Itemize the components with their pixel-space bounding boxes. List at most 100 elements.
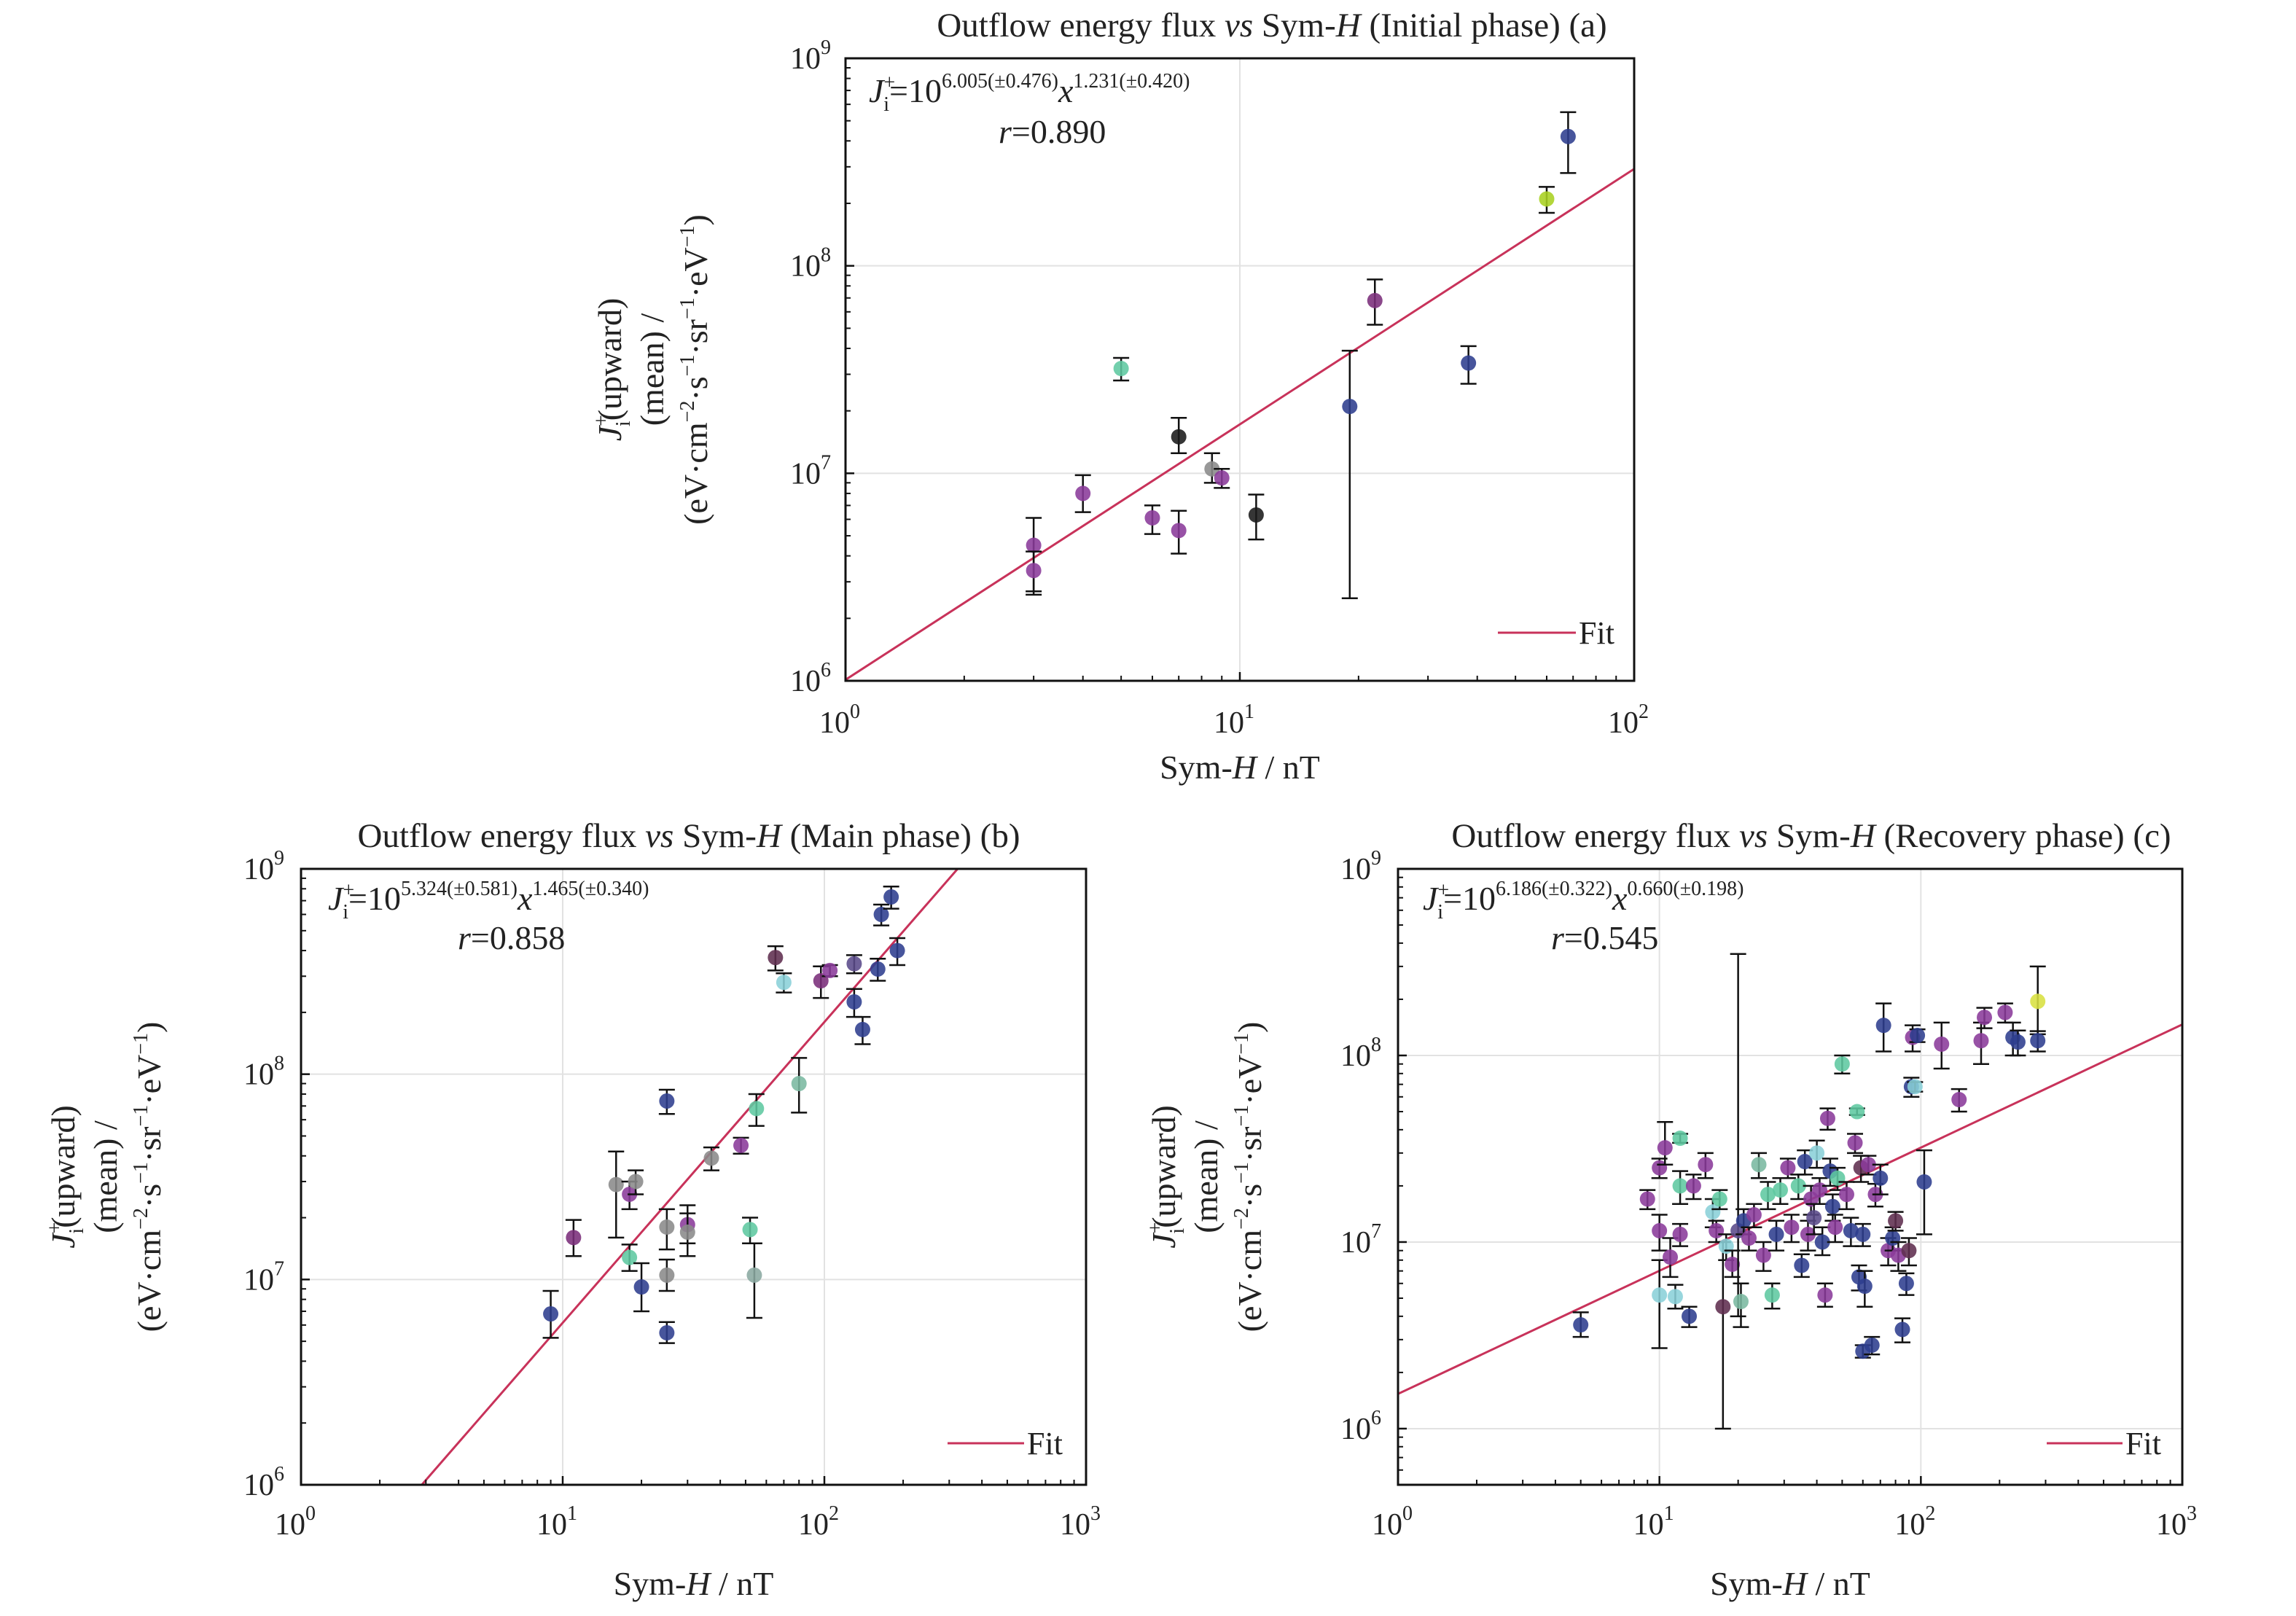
y-tick-label: 106 [243, 1463, 284, 1502]
data-point [1827, 1214, 1843, 1244]
data-point [658, 1208, 675, 1251]
data-marker [1780, 1160, 1796, 1176]
data-point [1875, 1002, 1892, 1053]
data-point [1746, 1203, 1762, 1228]
data-marker [1709, 1222, 1725, 1238]
data-marker [1672, 1131, 1688, 1147]
data-marker [1705, 1204, 1721, 1220]
data-point [1760, 1181, 1776, 1211]
chart-panel-a: 100 101 102 106 107 108 109 Outflow energy flux… [590, 7, 1649, 786]
data-marker [1248, 507, 1264, 523]
data-marker [822, 962, 838, 978]
data-marker [1751, 1157, 1767, 1173]
data-marker [1838, 1187, 1854, 1203]
data-marker [1026, 563, 1042, 579]
y-axis-label-line1: J+i(upward) [1144, 1105, 1189, 1249]
y-axis-label-line3: (eV·cm−2·s−1·sr−1·eV−1) [676, 214, 714, 525]
data-marker [1367, 292, 1383, 308]
data-point [1074, 474, 1091, 513]
data-point [1887, 1211, 1904, 1232]
data-point [1779, 1158, 1796, 1179]
data-point [1203, 452, 1220, 484]
data-marker [1806, 1210, 1822, 1226]
x-tick-label: 103 [2156, 1502, 2197, 1542]
data-marker [659, 1219, 675, 1235]
data-point [767, 945, 784, 972]
data-point [821, 962, 838, 978]
data-marker [873, 906, 889, 922]
data-point [746, 1242, 762, 1319]
data-point [1900, 1237, 1917, 1267]
x-tick-label: 101 [536, 1502, 577, 1542]
data-point [1808, 1139, 1825, 1169]
y-axis-label-line3: (eV·cm−2·s−1·sr−1·eV−1) [130, 1022, 168, 1332]
fit-equation: J+ i=105.324(±0.581)x1.465(±0.340) [328, 878, 649, 924]
chart-panel-b: 100 101 102 103 106 107 108 109 Outflow energy f… [44, 817, 1101, 1602]
chart-title: Outflow energy flux vs Sym-H (Initial ph… [937, 7, 1606, 44]
data-marker [1171, 429, 1187, 445]
data-marker [1834, 1056, 1850, 1072]
data-point [1657, 1121, 1674, 1166]
data-marker [1760, 1187, 1776, 1203]
correlation-label: r=0.890 [999, 113, 1106, 150]
data-marker [1764, 1287, 1780, 1303]
data-point [1681, 1305, 1698, 1328]
data-marker [1888, 1213, 1904, 1229]
data-marker [1560, 128, 1576, 144]
data-point [679, 1212, 696, 1257]
data-marker [1843, 1222, 1859, 1238]
data-marker [1951, 1092, 1967, 1108]
y-tick-label: 106 [790, 659, 831, 698]
data-point [1026, 550, 1042, 596]
data-point [1872, 1163, 1889, 1195]
data-point [2010, 1029, 2026, 1057]
data-point [1672, 1131, 1689, 1147]
data-point [846, 954, 862, 975]
data-marker [1725, 1256, 1741, 1272]
data-point [846, 988, 862, 1018]
data-point [1755, 1241, 1772, 1272]
data-point [1976, 1007, 1993, 1029]
x-tick-label: 102 [1608, 700, 1649, 740]
data-point [565, 1219, 582, 1257]
data-marker [628, 1174, 644, 1190]
data-marker [1657, 1140, 1673, 1156]
x-tick-label: 102 [798, 1502, 839, 1542]
data-point [542, 1289, 559, 1339]
data-marker [1144, 510, 1160, 526]
y-axis-label-line2: (mean) / [87, 1120, 124, 1233]
data-marker [1797, 1154, 1813, 1170]
fit-equation: J+ i=106.186(±0.322)x0.660(±0.198) [1423, 878, 1744, 924]
fit-line [420, 869, 959, 1485]
data-point [1672, 1170, 1689, 1205]
data-marker [1827, 1219, 1843, 1236]
y-tick-label: 108 [790, 244, 831, 284]
data-marker [1773, 1182, 1789, 1198]
y-tick-label: 109 [1340, 847, 1381, 886]
data-marker [543, 1306, 559, 1322]
data-marker [1672, 1226, 1688, 1242]
data-marker [659, 1324, 675, 1340]
data-point [2029, 965, 2046, 1036]
data-point [1651, 1259, 1668, 1349]
data-marker [1685, 1178, 1701, 1194]
data-point [1783, 1214, 1800, 1244]
data-marker [1214, 470, 1230, 486]
data-point [1651, 1214, 1668, 1252]
fit-line [846, 168, 1634, 681]
data-marker [608, 1176, 624, 1193]
data-point [1864, 1335, 1881, 1356]
legend-label: Fit [1027, 1426, 1063, 1461]
legend: Fit [2047, 1426, 2161, 1461]
data-point [1460, 345, 1477, 385]
data-marker [633, 1279, 649, 1295]
x-tick-label: 100 [275, 1502, 316, 1542]
data-point [633, 1262, 650, 1313]
data-marker [1809, 1145, 1825, 1161]
chart-title: Outflow energy flux vs Sym-H (Recovery p… [1451, 817, 2171, 855]
data-marker [1461, 355, 1477, 371]
data-point [1672, 1222, 1689, 1247]
x-axis-label: Sym-H / nT [1160, 749, 1320, 786]
data-marker [566, 1230, 582, 1246]
data-marker [846, 994, 862, 1010]
